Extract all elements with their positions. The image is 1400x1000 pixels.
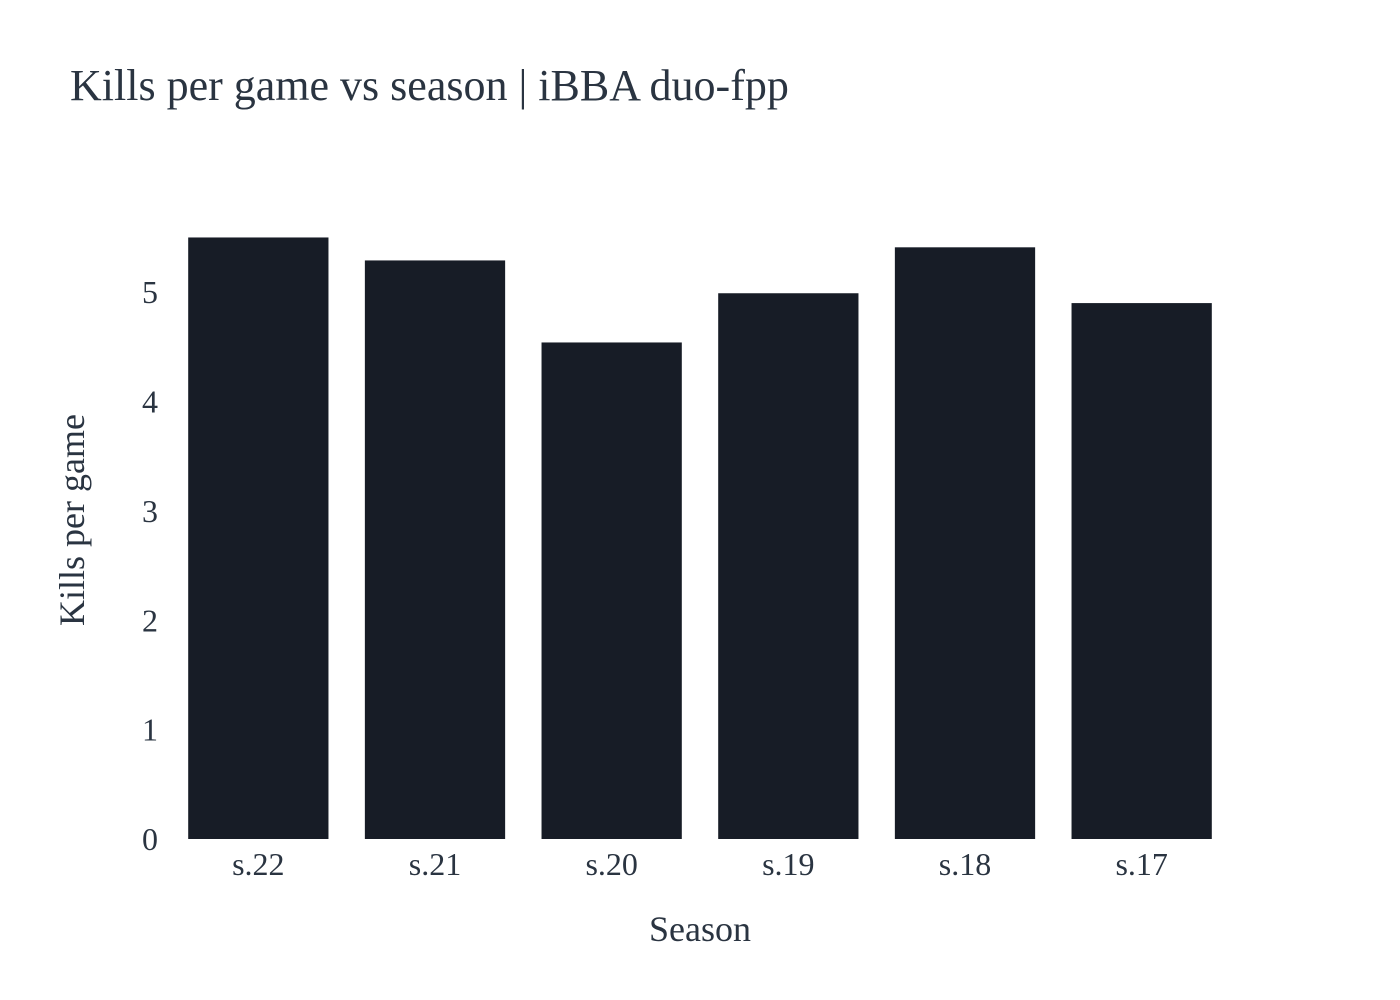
- bar-s20: [541, 342, 682, 839]
- x-tick-label: s.20: [585, 846, 637, 882]
- x-tick-label: s.17: [1115, 846, 1167, 882]
- y-tick-label: 2: [142, 602, 158, 638]
- y-tick-label: 3: [142, 493, 158, 529]
- chart-title: Kills per game vs season | iBBA duo-fpp: [70, 61, 789, 110]
- y-tick-label: 5: [142, 274, 158, 310]
- y-tick-label: 1: [142, 712, 158, 748]
- x-axis-title: Season: [649, 909, 751, 949]
- x-tick-label: s.18: [939, 846, 991, 882]
- y-tick-label: 4: [142, 384, 158, 420]
- bar-s17: [1071, 303, 1212, 839]
- x-tick-label: s.19: [762, 846, 814, 882]
- bars: [188, 237, 1212, 840]
- y-tick-label: 0: [142, 821, 158, 857]
- bar-s18: [894, 247, 1036, 839]
- x-tick-label: s.21: [409, 846, 461, 882]
- y-axis-ticks: 0 1 2 3 4 5: [142, 274, 158, 857]
- x-tick-label: s.22: [232, 846, 284, 882]
- bar-s19: [718, 293, 859, 840]
- bar-s21: [364, 260, 506, 839]
- y-axis-title: Kills per game: [52, 414, 92, 626]
- x-axis-ticks: s.22 s.21 s.20 s.19 s.18 s.17: [232, 846, 1168, 882]
- bar-s22: [188, 237, 329, 839]
